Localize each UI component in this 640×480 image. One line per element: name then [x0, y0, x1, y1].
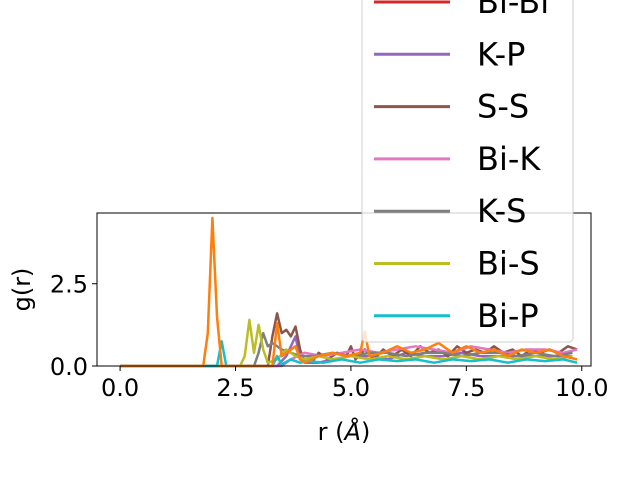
legend-label: K-S: [477, 192, 526, 230]
x-tick-label: 2.5: [216, 374, 254, 402]
legend-box: [361, 0, 574, 343]
x-tick-label: 7.5: [447, 374, 485, 402]
x-tick-label: 5.0: [332, 374, 370, 402]
y-tick-label: 0.0: [50, 353, 88, 381]
legend: Bi-Bi K-P S-S Bi-K K-S Bi-S Bi-P: [361, 0, 574, 343]
series-line-bi-s: [120, 318, 573, 368]
y-tick-label: 2.5: [50, 271, 88, 299]
x-axis: 0.0 2.5 5.0 7.5 10.0: [101, 366, 608, 402]
legend-label: Bi-P: [477, 297, 539, 335]
legend-label: Bi-S: [477, 245, 540, 283]
legend-label: S-S: [477, 88, 529, 126]
legend-label: Bi-K: [477, 140, 541, 178]
plot-frame: [96, 212, 592, 367]
y-axis-label: g(r): [8, 268, 36, 312]
x-axis-label: r (Å): [318, 417, 371, 446]
x-tick-label: 10.0: [555, 374, 608, 402]
x-tick-label: 0.0: [101, 374, 139, 402]
legend-label: Bi-Bi: [477, 0, 549, 21]
legend-label: K-P: [477, 35, 525, 73]
y-axis: 0.0 2.5: [50, 271, 97, 381]
